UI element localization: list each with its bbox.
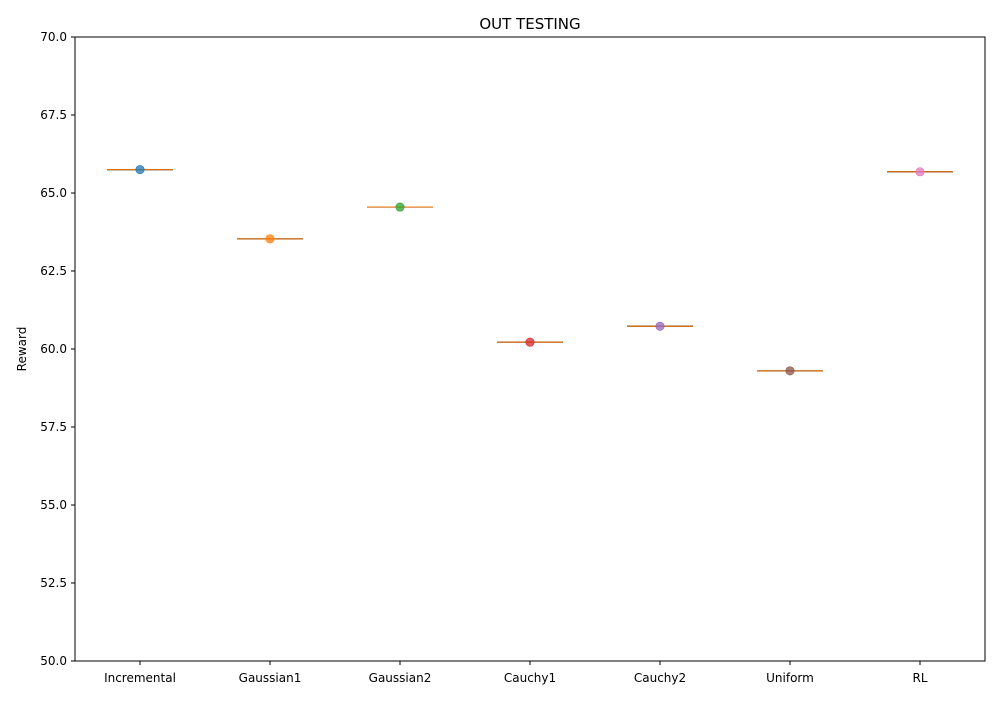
y-tick-label: 62.5	[40, 264, 67, 278]
data-point	[655, 321, 665, 331]
plot-frame	[74, 36, 986, 662]
y-tick-label: 52.5	[40, 576, 67, 590]
data-point	[785, 366, 795, 376]
x-tick-label: Cauchy1	[504, 671, 556, 685]
y-tick-label: 57.5	[40, 420, 67, 434]
y-tick-label: 55.0	[40, 498, 67, 512]
y-tick-label: 65.0	[40, 186, 67, 200]
x-tick-label: Incremental	[104, 671, 176, 685]
y-tick-label: 60.0	[40, 342, 67, 356]
chart-title: OUT TESTING	[479, 15, 580, 33]
data-point	[915, 167, 925, 177]
x-tick-label: Gaussian2	[369, 671, 432, 685]
data-point	[135, 165, 145, 175]
y-axis-label: Reward	[15, 327, 29, 372]
x-tick-label: Uniform	[766, 671, 814, 685]
x-tick-label: Cauchy2	[634, 671, 686, 685]
x-tick-label: RL	[912, 671, 927, 685]
data-point	[395, 202, 405, 212]
data-marks	[107, 165, 953, 376]
y-tick-label: 50.0	[40, 654, 67, 668]
x-tick-label: Gaussian1	[239, 671, 302, 685]
x-axis-ticks: Incremental Gaussian1 Gaussian2 Cauchy1 Cauc…	[104, 661, 928, 685]
y-tick-label: 70.0	[40, 30, 67, 44]
data-point	[525, 337, 535, 347]
y-axis-ticks: 50.0 52.5 55.0 57.5 60.0 62.5 65.0 67.5 70.0	[40, 30, 75, 668]
y-tick-label: 67.5	[40, 108, 67, 122]
data-point	[265, 234, 275, 244]
